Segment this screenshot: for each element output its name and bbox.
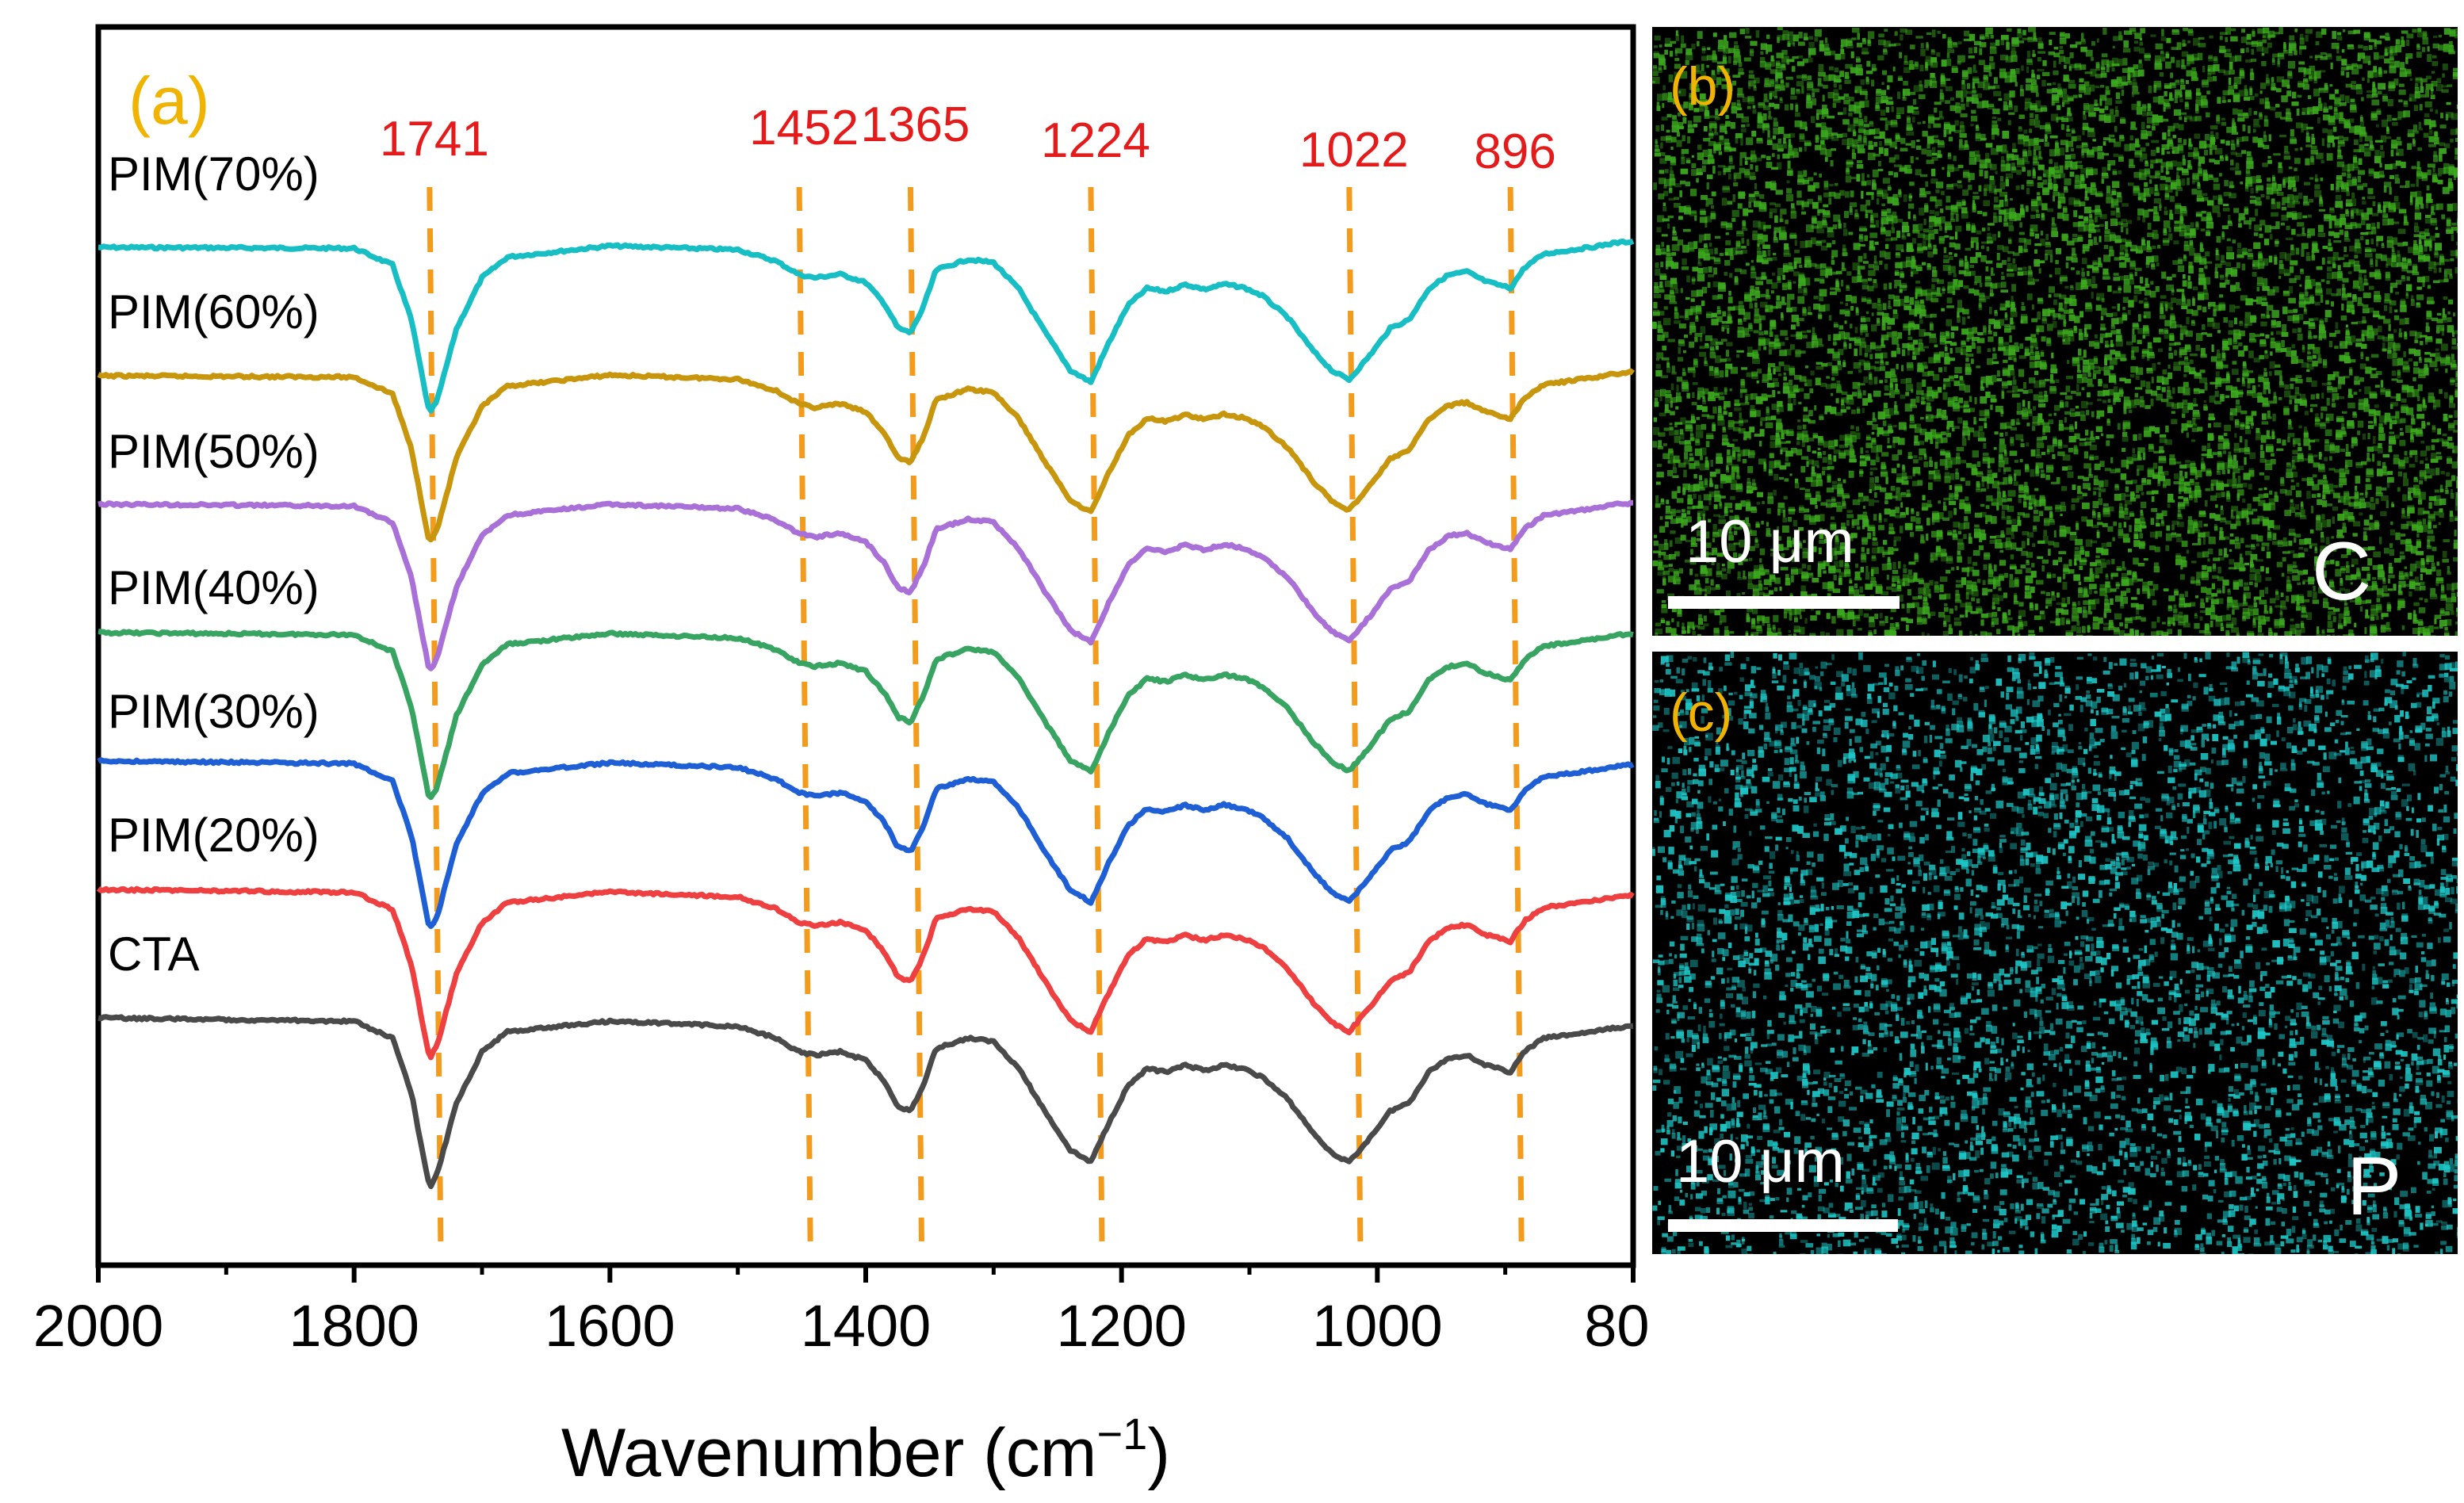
spectrum-line: [98, 1014, 1634, 1189]
series-label: PIM(50%): [108, 425, 319, 478]
x-tick-label: 1800: [289, 1293, 419, 1359]
scale-bar-b: [1668, 596, 1900, 609]
peak-marker-line: [1507, 186, 1525, 1242]
peak-marker-label: 1365: [860, 98, 970, 152]
peak-marker-line: [796, 186, 813, 1242]
x-tick-label: 2000: [33, 1293, 164, 1359]
panel-label-b: (b): [1670, 56, 1736, 117]
peak-marker-line: [1088, 186, 1105, 1242]
eds-map-phosphorus: (c) 10 μm P: [1652, 652, 2458, 1254]
panel-label-a: (a): [128, 63, 210, 138]
scale-bar-c: [1668, 1219, 1898, 1232]
x-axis-title: Wavenumber (cm−1): [561, 1409, 1170, 1491]
peak-marker-label: 1741: [380, 112, 489, 166]
peak-marker-line: [427, 186, 444, 1242]
spectrum-line: [97, 368, 1636, 543]
x-tick-label: 1400: [801, 1293, 932, 1359]
series-label: CTA: [108, 927, 200, 981]
peak-marker-label: 1452: [749, 101, 859, 155]
x-tick-label: 1600: [545, 1293, 675, 1359]
x-axis-title-end: ): [1147, 1415, 1170, 1491]
x-axis-title-main: Wavenumber (cm: [561, 1415, 1096, 1491]
series-label: PIM(60%): [108, 285, 319, 338]
x-tick-label: 1000: [1312, 1293, 1443, 1359]
scale-label-c: 10 μm: [1676, 1128, 1845, 1195]
series-label: PIM(30%): [108, 685, 319, 738]
panel-label-c: (c): [1670, 683, 1733, 743]
spectrum-line: [98, 238, 1635, 414]
series-label: PIM(70%): [108, 147, 319, 201]
x-axis-title-sup: −1: [1096, 1409, 1147, 1459]
x-tick-label: 1200: [1056, 1293, 1187, 1359]
spectrum-line: [96, 885, 1635, 1061]
ftir-chart: 1741 1452 1365 1224 1022 896 PIM(70%) PIM(60%)…: [33, 24, 1649, 1491]
plot-frame: [95, 24, 1636, 1268]
eds-map-carbon: (b) 10 μm C: [1652, 27, 2458, 636]
spectrum-line: [98, 499, 1634, 671]
peak-marker-label: 1022: [1299, 123, 1409, 178]
peak-marker-line: [1346, 186, 1364, 1242]
carbon-map-texture: [1652, 27, 2458, 636]
series-label: PIM(20%): [108, 809, 319, 862]
element-label-carbon: C: [2312, 526, 2372, 618]
peak-marker-label: 896: [1474, 124, 1555, 179]
scale-label-b: 10 μm: [1685, 508, 1854, 576]
map-speckle: [1652, 27, 2458, 636]
map-speckle: [1652, 652, 2458, 1254]
x-tick-label: 800: [1584, 1293, 1649, 1359]
spectrum-line: [98, 629, 1634, 801]
peak-marker-label: 1224: [1041, 113, 1150, 168]
peak-marker-line: [907, 186, 924, 1242]
element-label-phosphorus: P: [2347, 1141, 2402, 1233]
phosphorus-map-texture: [1652, 652, 2458, 1254]
series-label: PIM(40%): [108, 561, 319, 614]
spectrum-line: [97, 757, 1635, 929]
